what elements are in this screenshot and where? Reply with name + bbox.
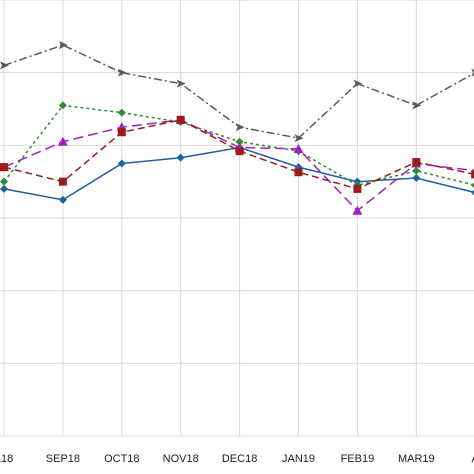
data-point-green bbox=[471, 182, 474, 189]
data-point-green bbox=[235, 137, 244, 146]
data-point-gray bbox=[117, 68, 127, 77]
series-layer bbox=[0, 41, 474, 215]
data-point-gray bbox=[412, 101, 422, 110]
x-tick-label: A bbox=[472, 453, 474, 465]
data-point-gray bbox=[471, 68, 474, 77]
series-line-purple bbox=[3, 119, 474, 212]
x-tick-label: JAN19 bbox=[282, 453, 315, 465]
data-point-red bbox=[58, 177, 67, 186]
x-tick-label: OCT18 bbox=[104, 453, 139, 465]
data-point-red bbox=[176, 115, 185, 124]
data-point-red bbox=[0, 163, 8, 172]
data-point-gray bbox=[235, 123, 245, 132]
x-tick-label: L18 bbox=[0, 453, 13, 465]
data-point-green bbox=[58, 101, 67, 110]
data-point-green bbox=[0, 177, 8, 186]
data-point-blue bbox=[412, 174, 421, 183]
x-tick-label: SEP18 bbox=[46, 453, 80, 465]
data-point-blue bbox=[0, 184, 8, 193]
data-point-red bbox=[353, 184, 362, 193]
data-point-blue bbox=[176, 153, 185, 162]
series-line-gray bbox=[3, 44, 474, 139]
data-point-red bbox=[117, 128, 126, 137]
x-tick-label: DEC18 bbox=[222, 453, 257, 465]
data-point-red bbox=[471, 170, 474, 179]
data-point-gray bbox=[176, 79, 186, 88]
data-point-purple bbox=[352, 205, 363, 215]
data-point-gray bbox=[353, 79, 363, 88]
x-tick-label: MAR19 bbox=[398, 453, 435, 465]
data-point-purple bbox=[293, 143, 304, 153]
data-point-blue bbox=[117, 159, 126, 168]
series-red bbox=[0, 115, 474, 193]
data-point-gray bbox=[0, 61, 9, 70]
x-tick-label: FEB19 bbox=[341, 453, 375, 465]
data-point-green bbox=[412, 166, 421, 175]
data-point-blue bbox=[471, 189, 474, 196]
data-point-red bbox=[235, 147, 244, 156]
data-point-green bbox=[117, 108, 126, 117]
data-point-blue bbox=[58, 195, 67, 204]
data-point-gray bbox=[58, 41, 68, 50]
data-point-red bbox=[412, 158, 421, 167]
data-point-gray bbox=[294, 134, 304, 143]
x-tick-label: NOV18 bbox=[163, 453, 199, 465]
data-point-purple bbox=[57, 136, 68, 146]
data-point-red bbox=[294, 168, 303, 177]
grid bbox=[0, 0, 474, 437]
series-gray bbox=[0, 41, 474, 143]
x-axis-ticks: L18 SEP18 OCT18 NOV18 DEC18 JAN19 FEB19 MAR19 A bbox=[0, 453, 474, 465]
